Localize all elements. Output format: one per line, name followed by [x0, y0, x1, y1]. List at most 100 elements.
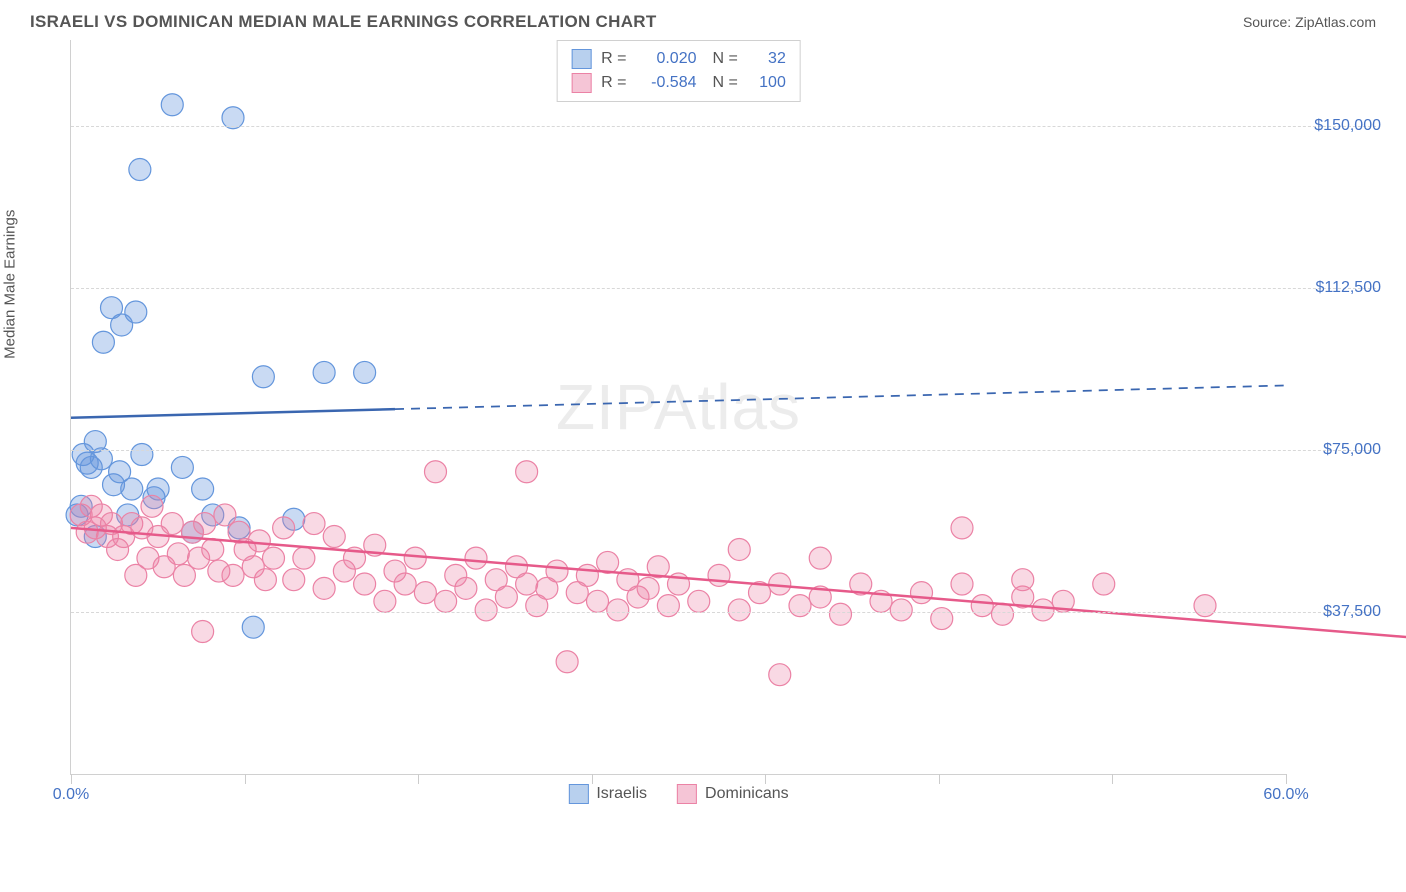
scatter-point [194, 513, 216, 535]
scatter-point [252, 366, 274, 388]
scatter-point [951, 517, 973, 539]
scatter-point [556, 651, 578, 673]
scatter-point [546, 560, 568, 582]
n-label: N = [713, 71, 738, 95]
chart-container: ISRAELI VS DOMINICAN MEDIAN MALE EARNING… [0, 0, 1406, 892]
n-label: N = [713, 47, 738, 71]
r-label: R = [601, 71, 626, 95]
scatter-point [1194, 595, 1216, 617]
scatter-point [657, 595, 679, 617]
scatter-point [465, 547, 487, 569]
scatter-point [129, 159, 151, 181]
scatter-point [1093, 573, 1115, 595]
series-legend: Israelis Dominicans [568, 784, 788, 804]
scatter-point [708, 564, 730, 586]
correlation-legend: R = 0.020 N = 32 R = -0.584 N = 100 [556, 40, 801, 102]
scatter-point [789, 595, 811, 617]
scatter-point [222, 564, 244, 586]
scatter-point [293, 547, 315, 569]
source-label: Source: [1243, 14, 1295, 30]
scatter-point [161, 513, 183, 535]
n-value-dominicans: 100 [748, 71, 786, 95]
plot-wrapper: Median Male Earnings ZIPAtlas R = 0.020 … [20, 40, 1386, 810]
scatter-point [254, 569, 276, 591]
scatter-point [192, 621, 214, 643]
scatter-point [121, 478, 143, 500]
scatter-point [131, 443, 153, 465]
y-tick-label: $112,500 [1291, 279, 1381, 297]
scatter-point [728, 538, 750, 560]
scatter-point [728, 599, 750, 621]
scatter-point [374, 590, 396, 612]
legend-row-dominicans: R = -0.584 N = 100 [571, 71, 786, 95]
scatter-point [809, 547, 831, 569]
scatter-point [587, 590, 609, 612]
scatter-point [167, 543, 189, 565]
r-label: R = [601, 47, 626, 71]
y-tick-label: $37,500 [1291, 603, 1381, 621]
source-value: ZipAtlas.com [1295, 14, 1376, 30]
legend-label-dominicans: Dominicans [705, 785, 789, 803]
scatter-point [425, 461, 447, 483]
scatter-point [971, 595, 993, 617]
y-tick-label: $150,000 [1291, 117, 1381, 135]
scatter-point [890, 599, 912, 621]
scatter-point [951, 573, 973, 595]
scatter-point [242, 616, 264, 638]
scatter-point [313, 361, 335, 383]
legend-row-israelis: R = 0.020 N = 32 [571, 47, 786, 71]
trend-line-solid [71, 409, 395, 418]
x-tick-end: 60.0% [1263, 786, 1308, 804]
scatter-point [404, 547, 426, 569]
scatter-point [161, 94, 183, 116]
scatter-point [455, 577, 477, 599]
scatter-point [192, 478, 214, 500]
x-tick-start: 0.0% [53, 786, 89, 804]
scatter-point [992, 603, 1014, 625]
scatter-point [516, 573, 538, 595]
scatter-point [516, 461, 538, 483]
scatter-point [688, 590, 710, 612]
source-attribution: Source: ZipAtlas.com [1243, 14, 1376, 30]
chart-header: ISRAELI VS DOMINICAN MEDIAN MALE EARNING… [20, 12, 1386, 32]
scatter-point [475, 599, 497, 621]
scatter-point [263, 547, 285, 569]
y-tick-label: $75,000 [1291, 441, 1381, 459]
scatter-point [931, 608, 953, 630]
r-value-israelis: 0.020 [637, 47, 697, 71]
scatter-point [495, 586, 517, 608]
scatter-svg [71, 40, 1286, 774]
scatter-point [830, 603, 852, 625]
scatter-point [576, 564, 598, 586]
scatter-point [607, 599, 629, 621]
scatter-point [283, 569, 305, 591]
legend-swatch-dominicans [571, 73, 591, 93]
legend-item-israelis: Israelis [568, 784, 647, 804]
scatter-point [313, 577, 335, 599]
scatter-point [273, 517, 295, 539]
scatter-point [394, 573, 416, 595]
scatter-point [202, 538, 224, 560]
n-value-israelis: 32 [748, 47, 786, 71]
scatter-point [323, 526, 345, 548]
legend-swatch-dominicans-icon [677, 784, 697, 804]
trend-line-dashed [395, 385, 1286, 409]
scatter-point [303, 513, 325, 535]
plot-area: ZIPAtlas R = 0.020 N = 32 R = -0.584 N =… [70, 40, 1286, 775]
scatter-point [414, 582, 436, 604]
scatter-point [354, 361, 376, 383]
legend-item-dominicans: Dominicans [677, 784, 789, 804]
y-axis-label: Median Male Earnings [2, 210, 19, 359]
scatter-point [92, 331, 114, 353]
scatter-point [637, 577, 659, 599]
scatter-point [171, 456, 193, 478]
scatter-point [354, 573, 376, 595]
scatter-point [141, 495, 163, 517]
scatter-point [125, 301, 147, 323]
r-value-dominicans: -0.584 [637, 71, 697, 95]
chart-title: ISRAELI VS DOMINICAN MEDIAN MALE EARNING… [30, 12, 657, 32]
scatter-point [1032, 599, 1054, 621]
scatter-point [911, 582, 933, 604]
legend-label-israelis: Israelis [596, 785, 647, 803]
legend-swatch-israelis-icon [568, 784, 588, 804]
